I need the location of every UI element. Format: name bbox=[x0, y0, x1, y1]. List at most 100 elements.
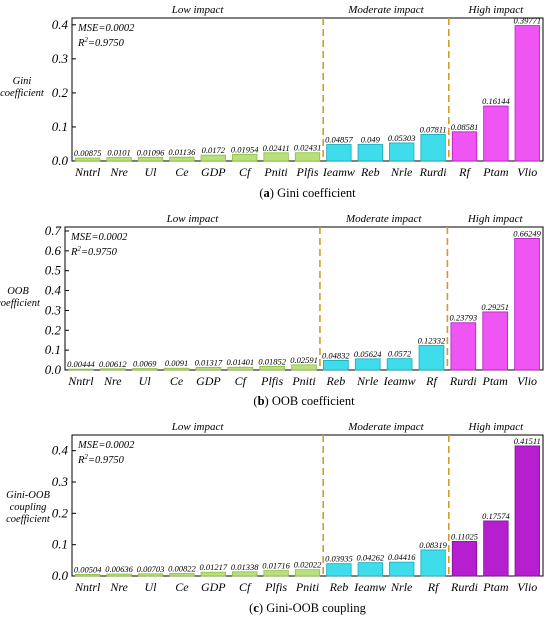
bar bbox=[386, 358, 413, 371]
group-label: Low impact bbox=[171, 421, 225, 433]
bar-value-label: 0.00703 bbox=[137, 564, 165, 574]
y-axis-label: coefficient bbox=[0, 88, 45, 99]
r2-label: R2=0.9750 bbox=[77, 36, 125, 49]
x-tick-label: Ieamw bbox=[353, 580, 386, 594]
r2-label: R2=0.9750 bbox=[70, 245, 118, 258]
bar bbox=[75, 157, 101, 162]
bar bbox=[450, 322, 477, 371]
x-tick-label: Vlio bbox=[517, 165, 537, 179]
x-tick-label: Ce bbox=[170, 374, 184, 388]
bar bbox=[291, 364, 317, 371]
x-tick-label: Reb bbox=[326, 374, 346, 388]
bar-value-label: 0.08319 bbox=[419, 540, 447, 550]
bar bbox=[357, 143, 383, 162]
bar bbox=[483, 105, 509, 162]
bar bbox=[137, 573, 164, 577]
bar-value-label: 0.05624 bbox=[354, 349, 382, 359]
bar bbox=[232, 153, 258, 162]
y-tick-label: 0.1 bbox=[52, 537, 68, 552]
x-tick-label: Vlio bbox=[517, 374, 537, 388]
y-tick-label: 0.6 bbox=[45, 243, 62, 258]
bar bbox=[259, 365, 285, 371]
bar bbox=[451, 541, 478, 577]
bar bbox=[483, 520, 509, 577]
x-tick-label: Ce bbox=[175, 580, 189, 594]
bar-value-label: 0.12332 bbox=[418, 336, 446, 346]
y-axis-label: OOB bbox=[7, 286, 29, 297]
x-tick-label: GDP bbox=[201, 165, 226, 179]
bar-value-label: 0.03935 bbox=[325, 554, 353, 564]
y-tick-label: 0.1 bbox=[52, 119, 68, 134]
bar bbox=[106, 157, 132, 162]
y-axis-label: coefficient bbox=[6, 514, 51, 525]
bar bbox=[99, 368, 126, 371]
x-tick-label: Cf bbox=[239, 580, 252, 594]
x-tick-label: Rf bbox=[427, 580, 440, 594]
x-tick-label: GDP bbox=[196, 374, 221, 388]
bar bbox=[451, 131, 478, 162]
mse-label: MSE=0.0002 bbox=[77, 440, 135, 451]
x-tick-label: Nre bbox=[109, 165, 128, 179]
bar-value-label: 0.29251 bbox=[481, 302, 509, 312]
group-label: Moderate impact bbox=[345, 213, 422, 225]
bar-value-label: 0.00612 bbox=[99, 359, 127, 369]
bar-value-label: 0.0172 bbox=[202, 145, 226, 155]
x-tick-label: GDP bbox=[201, 580, 226, 594]
panel-caption: (c) Gini-OOB coupling bbox=[249, 601, 366, 615]
x-tick-label: Ptam bbox=[482, 165, 509, 179]
bar-value-label: 0.00636 bbox=[105, 564, 133, 574]
bar bbox=[357, 562, 383, 577]
x-tick-label: Cf bbox=[235, 374, 248, 388]
bar-value-label: 0.02591 bbox=[290, 355, 318, 365]
bar bbox=[389, 561, 415, 577]
bar-value-label: 0.04416 bbox=[388, 552, 416, 562]
bar-value-label: 0.01716 bbox=[262, 561, 290, 571]
x-tick-label: Plfis bbox=[260, 374, 283, 388]
x-tick-label: Nrle bbox=[390, 580, 413, 594]
bar bbox=[232, 571, 258, 577]
bar-value-label: 0.01954 bbox=[231, 144, 259, 154]
x-tick-label: Ptam bbox=[482, 580, 509, 594]
x-tick-label: Plfis bbox=[295, 165, 318, 179]
bar bbox=[323, 360, 349, 371]
r2-label: R2=0.9750 bbox=[77, 453, 125, 466]
x-tick-label: Pniti bbox=[263, 165, 287, 179]
bar bbox=[169, 156, 195, 162]
x-tick-label: Ul bbox=[145, 580, 158, 594]
x-tick-label: Nrle bbox=[356, 374, 379, 388]
bar bbox=[263, 570, 289, 577]
bar bbox=[482, 311, 509, 371]
x-tick-label: Nntrl bbox=[67, 374, 94, 388]
x-tick-label: Rurdi bbox=[449, 374, 477, 388]
panel-caption: (b) OOB coefficient bbox=[253, 394, 355, 408]
bar-value-label: 0.01852 bbox=[258, 356, 286, 366]
y-axis-label: coupling bbox=[10, 502, 47, 513]
bar-value-label: 0.01096 bbox=[137, 147, 165, 157]
group-label: High impact bbox=[468, 4, 525, 16]
group-label: Moderate impact bbox=[347, 4, 424, 16]
bar-value-label: 0.17574 bbox=[482, 511, 510, 521]
bar-value-label: 0.01338 bbox=[231, 562, 259, 572]
bar bbox=[354, 358, 381, 371]
x-tick-label: Nre bbox=[103, 374, 122, 388]
x-tick-label: Nntrl bbox=[74, 165, 101, 179]
x-tick-label: Reb bbox=[360, 165, 380, 179]
x-tick-label: Cf bbox=[239, 165, 252, 179]
bar bbox=[514, 238, 540, 371]
bar bbox=[420, 549, 446, 577]
x-tick-label: Ieamw bbox=[322, 165, 355, 179]
y-tick-label: 0.5 bbox=[45, 263, 62, 278]
bar-value-label: 0.08581 bbox=[451, 122, 479, 132]
bar bbox=[131, 368, 158, 371]
x-tick-label: Ul bbox=[145, 165, 158, 179]
bar bbox=[163, 367, 190, 371]
bar-value-label: 0.39771 bbox=[513, 16, 541, 26]
x-tick-label: Ul bbox=[139, 374, 152, 388]
x-tick-label: Vlio bbox=[517, 580, 537, 594]
group-label: Low impact bbox=[171, 4, 225, 16]
y-tick-label: 0.1 bbox=[45, 342, 61, 357]
bar-value-label: 0.01317 bbox=[195, 357, 223, 367]
x-tick-label: Rf bbox=[425, 374, 438, 388]
group-label: High impact bbox=[468, 421, 525, 433]
